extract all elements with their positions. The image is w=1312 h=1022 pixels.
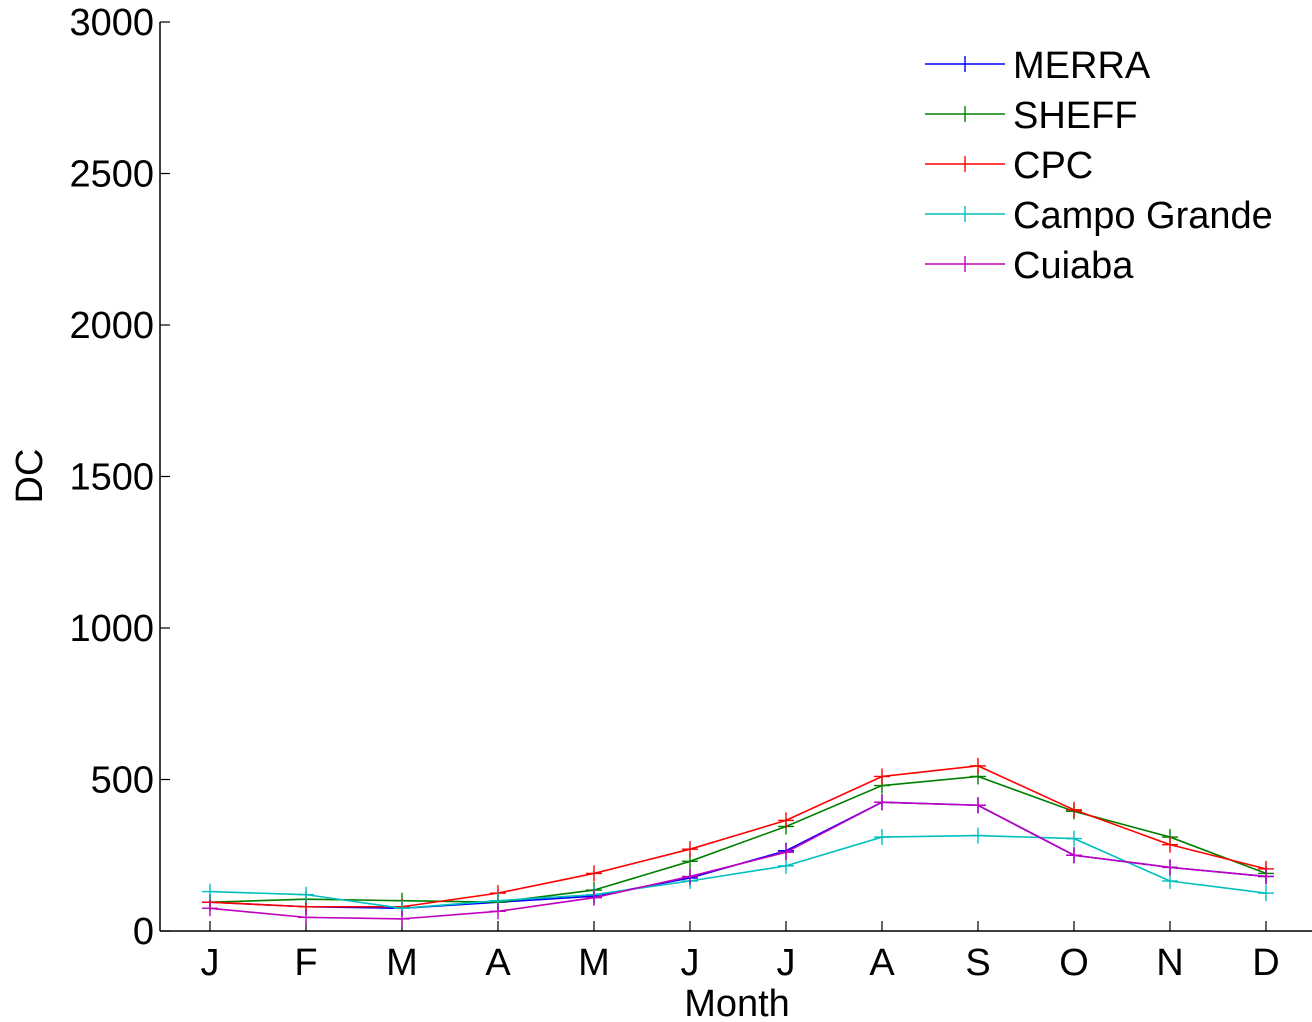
data-point [874, 829, 890, 846]
data-point [1066, 830, 1082, 847]
data-point [490, 903, 506, 920]
x-tick-label: F [294, 942, 317, 984]
y-tick-label: 2000 [69, 305, 154, 347]
data-point [970, 757, 986, 774]
data-point [1066, 847, 1082, 864]
data-point [202, 900, 218, 917]
data-point [970, 797, 986, 814]
y-tick-label: 3000 [69, 2, 154, 44]
series-line [209, 801, 1267, 910]
series-line [209, 775, 1267, 904]
data-point [682, 841, 698, 858]
data-point [586, 865, 602, 882]
data-point [202, 883, 218, 900]
x-tick-label: D [1252, 942, 1279, 984]
y-axis-title: DC [9, 449, 51, 504]
x-tick-label: A [485, 942, 511, 984]
data-point [874, 768, 890, 785]
x-axis-title: Month [684, 983, 790, 1022]
data-point [778, 844, 794, 861]
x-tick-label: O [1059, 942, 1089, 984]
x-tick-label: S [965, 942, 990, 984]
data-point [1066, 801, 1082, 818]
data-point [394, 910, 410, 927]
series-campo-grande [202, 827, 1274, 917]
x-tick-label: M [578, 942, 610, 984]
series-lines [202, 757, 1274, 927]
series-line [209, 765, 1267, 908]
data-point [1162, 836, 1178, 853]
legend: MERRA SHEFF CPC Campo Grande Cuiaba [925, 45, 1273, 287]
x-tick-label: N [1156, 942, 1183, 984]
legend-item: SHEFF [925, 95, 1138, 137]
data-point [1162, 859, 1178, 876]
data-point [970, 827, 986, 844]
data-point [778, 812, 794, 829]
y-tick-label: 1500 [69, 457, 154, 499]
chart-axes [159, 22, 1312, 932]
y-axis-ticks: 0 500 1000 1500 2000 2500 3000 [69, 2, 170, 953]
series-line [209, 801, 1267, 920]
y-tick-label: 2500 [69, 154, 154, 196]
data-point [298, 909, 314, 926]
x-tick-label: M [386, 942, 418, 984]
series-cpc [202, 757, 1274, 915]
x-tick-label: J [201, 942, 220, 984]
legend-label: MERRA [1013, 45, 1151, 87]
data-point [778, 857, 794, 874]
series-line [209, 834, 1267, 910]
series-sheff [202, 768, 1274, 911]
data-point [1162, 873, 1178, 890]
legend-label: Cuiaba [1013, 245, 1134, 287]
data-point [298, 886, 314, 903]
legend-item: MERRA [925, 45, 1151, 87]
data-point [1258, 885, 1274, 902]
x-tick-label: J [777, 942, 796, 984]
legend-label: Campo Grande [1013, 195, 1273, 237]
data-point [874, 794, 890, 811]
y-tick-label: 1000 [69, 608, 154, 650]
y-tick-label: 0 [133, 911, 154, 953]
legend-label: SHEFF [1013, 95, 1138, 137]
series-cuiaba [202, 794, 1274, 927]
legend-item: Cuiaba [925, 245, 1134, 287]
y-tick-label: 500 [91, 760, 154, 802]
data-point [1258, 868, 1274, 885]
data-point [682, 868, 698, 885]
x-tick-label: J [681, 942, 700, 984]
legend-item: CPC [925, 145, 1093, 187]
x-tick-label: A [869, 942, 895, 984]
data-point [586, 889, 602, 906]
legend-label: CPC [1013, 145, 1093, 187]
legend-item: Campo Grande [925, 195, 1273, 237]
